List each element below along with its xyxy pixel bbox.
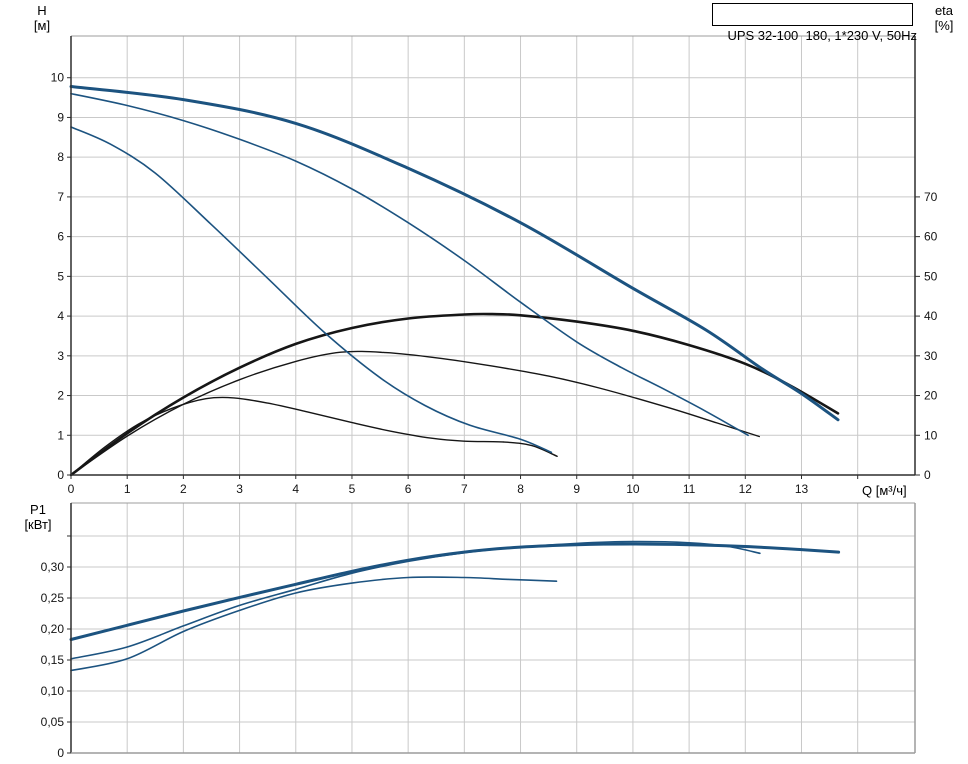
curve-head-speed1 [70,126,553,454]
x-tick-label: 13 [795,482,809,496]
eta-tick-label: 30 [924,349,938,363]
eta-tick-label: 0 [924,468,931,482]
p1-axis-title: P1 [кВт] [14,502,62,532]
y-tick-label: 0,20 [41,622,65,636]
y-tick-label: 0 [57,468,64,482]
x-tick-label: 10 [626,482,640,496]
x-tick-label: 2 [180,482,187,496]
eta-axis-title: eta [%] [924,3,964,33]
y-tick-label: 6 [57,230,64,244]
pump-model-title-box: UPS 32-100 180, 1*230 V, 50Hz [712,3,917,43]
curve-eta-speed2 [70,350,760,476]
y-tick-label: 7 [57,190,64,204]
eta-tick-label: 70 [924,190,938,204]
y-tick-label: 0,05 [41,715,65,729]
h-axis-title: H [м] [24,3,60,33]
h-axis-name: H [37,3,47,18]
pump-model-title: UPS 32-100 180, 1*230 V, 50Hz [727,28,918,43]
eta-tick-label: 10 [924,428,938,442]
x-tick-label: 11 [683,482,696,496]
y-tick-label: 10 [51,71,65,85]
curve-eta-speed3 [69,312,840,477]
eta-axis-name: eta [934,3,954,18]
curve-power-speed1 [70,576,558,672]
y-tick-label: 0,30 [41,560,65,574]
x-tick-label: 12 [739,482,753,496]
x-tick-label: 1 [124,482,131,496]
eta-axis-unit: [%] [934,18,954,33]
y-tick-label: 4 [57,309,64,323]
curve-eta-speed1 [70,396,558,476]
curve-head-speed2 [70,92,749,437]
x-tick-label: 4 [292,482,299,496]
curve-head-speed3 [69,85,840,422]
x-tick-label: 3 [236,482,243,496]
y-tick-label: 0,10 [41,684,65,698]
x-tick-label: 8 [517,482,524,496]
y-tick-label: 0 [57,746,64,760]
y-tick-label: 9 [57,110,64,124]
eta-tick-label: 60 [924,230,938,244]
y-tick-label: 3 [57,349,64,363]
y-tick-label: 5 [57,269,64,283]
h-axis-unit: [м] [33,18,51,33]
y-tick-label: 2 [57,389,64,403]
eta-tick-label: 50 [924,269,938,283]
q-axis-title: Q [м³/ч] [862,483,907,498]
p1-axis-name: P1 [30,502,46,517]
y-tick-label: 0,25 [41,591,65,605]
x-tick-label: 6 [405,482,412,496]
y-tick-label: 8 [57,150,64,164]
y-tick-label: 0,15 [41,653,65,667]
p1-axis-unit: [кВт] [24,517,52,532]
x-tick-label: 5 [349,482,356,496]
x-tick-label: 9 [573,482,580,496]
eta-tick-label: 20 [924,389,938,403]
x-tick-label: 7 [461,482,468,496]
y-tick-label: 1 [57,428,64,442]
x-tick-label: 0 [68,482,75,496]
eta-tick-label: 40 [924,309,938,323]
curve-power-speed3 [69,542,841,641]
